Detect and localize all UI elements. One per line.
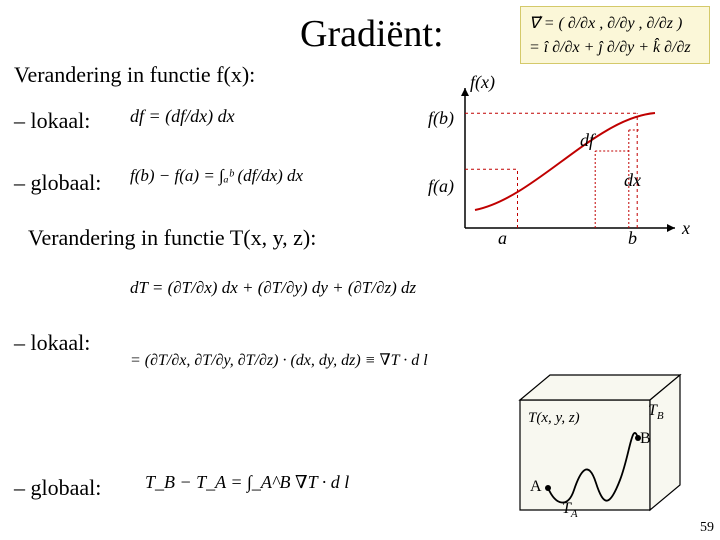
grad-def-line1: ∇⃗ = ( ∂/∂x , ∂/∂y , ∂/∂z ) (529, 13, 701, 33)
cube-diagram (500, 360, 700, 540)
a-label: a (498, 228, 507, 249)
subtitle-T: Verandering in functie T(x, y, z): (28, 225, 316, 251)
bullet-lokaal-fx: – lokaal: (14, 108, 90, 134)
df-label: df (580, 130, 594, 151)
x-axis-label: x (682, 218, 690, 239)
math-lokaal-T2: = (∂T/∂x, ∂T/∂y, ∂T/∂z) · (dx, dy, dz) ≡… (130, 350, 440, 370)
fx-axis-label: f(x) (470, 72, 495, 93)
fx-graph (420, 80, 680, 250)
b-label: b (628, 228, 637, 249)
bullet-globaal-T: – globaal: (14, 475, 101, 501)
fb-label: f(b) (428, 108, 454, 129)
gradient-definition-box: ∇⃗ = ( ∂/∂x , ∂/∂y , ∂/∂z ) = î ∂/∂x + ĵ… (520, 6, 710, 64)
math-lokaal-T1: dT = (∂T/∂x) dx + (∂T/∂y) dy + (∂T/∂z) d… (130, 278, 416, 298)
bullet-globaal-fx: – globaal: (14, 170, 101, 196)
cube-T-label: T(x, y, z) (528, 410, 580, 427)
grad-def-line2: = î ∂/∂x + ĵ ∂/∂y + k̂ ∂/∂z (529, 39, 701, 57)
bullet-lokaal-T: – lokaal: (14, 330, 90, 356)
page-number: 59 (700, 520, 714, 536)
fa-label: f(a) (428, 176, 454, 197)
cube-TA-label: TA (562, 500, 578, 520)
cube-TB-label: TB (648, 402, 664, 422)
math-globaal-fx: f(b) − f(a) = ∫ₐᵇ (df/dx) dx (130, 166, 303, 186)
math-globaal-T: T_B − T_A = ∫_A^B ∇T · d l⃗ (145, 472, 363, 493)
cube-A-label: A (530, 478, 542, 496)
cube-B-label: B (640, 430, 651, 448)
page-title: Gradiënt: (300, 12, 444, 56)
subtitle-fx: Verandering in functie f(x): (14, 62, 255, 88)
math-lokaal-fx: df = (df/dx) dx (130, 106, 235, 127)
dx-label: dx (624, 170, 641, 191)
